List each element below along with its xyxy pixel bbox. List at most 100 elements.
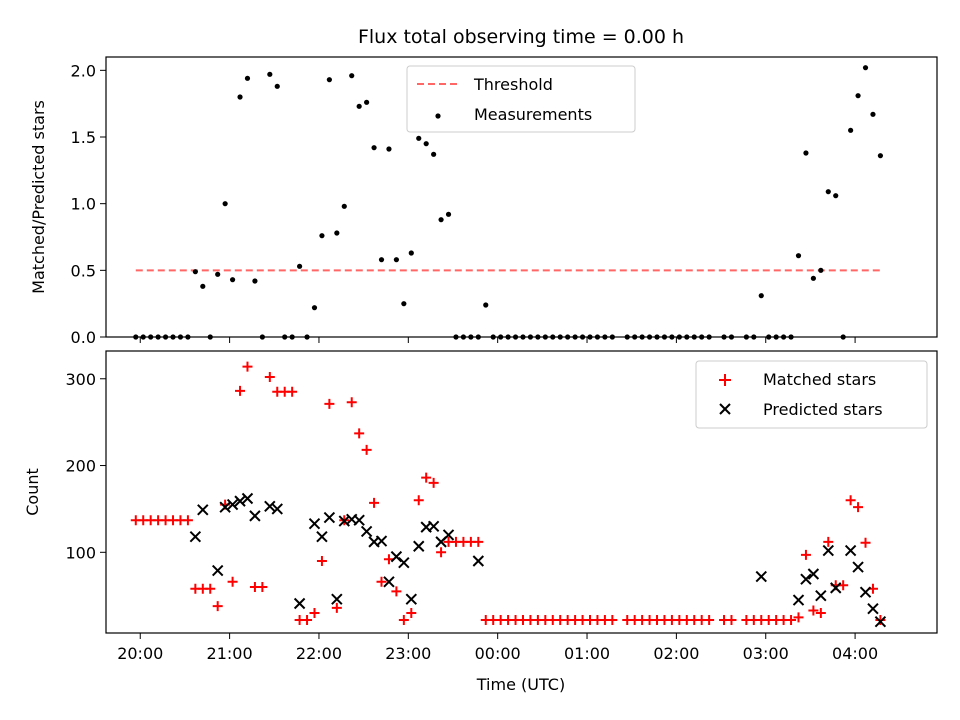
measurement-point: [855, 93, 861, 99]
predicted-star-point: [792, 594, 805, 606]
predicted-star-point: [375, 535, 388, 547]
measurement-point: [215, 271, 221, 277]
measurement-point: [386, 146, 392, 152]
measurement-point: [297, 263, 303, 269]
matched-star-point: [793, 612, 804, 623]
matched-star-point: [257, 582, 268, 593]
legend-matched-label: Matched stars: [763, 370, 876, 389]
predicted-star-point: [413, 540, 425, 552]
predicted-star-point: [800, 573, 812, 585]
legend-predicted-swatch: [719, 403, 731, 415]
matched-star-point: [361, 444, 372, 455]
predicted-star-point: [189, 530, 202, 543]
predicted-star-point: [822, 544, 834, 557]
matched-star-point: [473, 536, 484, 547]
matched-star-point: [391, 586, 402, 597]
matched-star-point: [421, 472, 432, 483]
measurement-point: [848, 127, 854, 133]
matched-star-point: [436, 547, 447, 558]
top-y-tick-label: 1.0: [71, 195, 96, 214]
predicted-star-point: [844, 544, 857, 557]
matched-star-point: [406, 608, 417, 619]
top-ticks: 0.0 0.5 1.0 1.5 2.0: [71, 61, 856, 347]
predicted-star-point: [211, 564, 224, 577]
matched-star-point: [398, 614, 409, 625]
measurement-point: [438, 217, 444, 223]
measurement-point: [252, 278, 258, 284]
matched-star-point: [800, 549, 811, 560]
predicted-star-point: [293, 597, 306, 610]
matched-star-point: [704, 614, 715, 625]
measurement-point: [311, 305, 318, 311]
measurement-point: [244, 75, 251, 81]
measurement-point: [423, 141, 429, 147]
matched-star-point: [205, 583, 216, 594]
matched-star-point: [808, 605, 819, 616]
top-chart-title: Flux total observing time = 0.00 h: [358, 26, 684, 48]
measurement-point: [267, 71, 273, 77]
x-tick-label: 04:00: [832, 644, 878, 663]
predicted-star-point: [874, 616, 887, 628]
top-y-tick-label: 0.5: [71, 261, 96, 280]
matched-star-point: [823, 536, 834, 547]
measurement-point: [445, 211, 452, 217]
measurement-point: [862, 65, 869, 71]
matched-star-point: [853, 502, 864, 513]
measurement-point: [408, 250, 414, 256]
matched-star-point: [316, 555, 327, 566]
matched-star-point: [845, 495, 856, 506]
predicted-star-point: [852, 561, 864, 573]
measurement-point: [319, 233, 325, 239]
bottom-plot-frame: [105, 350, 938, 634]
predicted-star-point: [405, 593, 418, 605]
bottom-y-axis-label: Count: [23, 468, 42, 516]
measurement-point: [795, 253, 802, 259]
measurement-point: [483, 302, 489, 308]
x-tick-label: 22:00: [296, 644, 342, 663]
measurement-point: [810, 275, 816, 281]
matched-star-point: [331, 602, 342, 613]
measurement-point: [825, 189, 831, 195]
top-y-tick-label: 2.0: [71, 61, 96, 80]
measurement-point: [758, 293, 764, 299]
bottom-panel: Count Time (UTC) 100 200 300 20:00 21:00 22:0…: [23, 350, 938, 694]
top-y-tick-label: 1.5: [71, 128, 96, 147]
matched-star-point: [212, 601, 223, 612]
bottom-ticks: 100 200 300 20:00 21:00 22:00 23:00 00:00 01:00 0…: [65, 370, 878, 663]
measurement-point: [200, 283, 206, 289]
top-panel: Flux total observing time = 0.00 h Match…: [29, 26, 938, 347]
measurement-point: [222, 201, 228, 207]
matched-star-point: [815, 608, 826, 619]
x-tick-label: 02:00: [653, 644, 699, 663]
matched-star-point: [376, 576, 387, 587]
measurement-point: [364, 99, 370, 105]
predicted-star-point: [442, 529, 455, 541]
matched-star-point: [413, 495, 424, 506]
measurement-point: [237, 94, 243, 100]
legend-measurements-label: Measurements: [474, 105, 592, 124]
matched-star-point: [227, 576, 238, 587]
predicted-star-point: [830, 582, 842, 594]
x-tick-label: 21:00: [207, 644, 253, 663]
bottom-y-tick-label: 300: [65, 370, 96, 389]
measurement-point: [877, 153, 884, 159]
matched-star-point: [428, 477, 439, 488]
predicted-star-point: [360, 525, 373, 538]
bottom-y-tick-label: 200: [65, 457, 96, 476]
legend-matched-swatch: [719, 374, 731, 386]
x-tick-label: 03:00: [743, 644, 789, 663]
matched-star-point: [235, 385, 246, 396]
matched-star-point: [607, 614, 618, 625]
predicted-star-point: [867, 602, 879, 615]
bottom-legend-box: [695, 360, 928, 429]
predicted-star-point: [219, 501, 231, 513]
matched-star-point: [354, 428, 365, 439]
predicted-star-point: [271, 503, 283, 515]
legend-threshold-label: Threshold: [473, 75, 553, 94]
top-y-axis-label: Matched/Predicted stars: [29, 100, 48, 294]
top-y-tick-label: 0.0: [71, 328, 96, 347]
x-axis-label: Time (UTC): [476, 675, 565, 694]
bottom-legend: Matched stars Predicted stars: [695, 360, 928, 429]
measurement-point: [371, 145, 377, 151]
